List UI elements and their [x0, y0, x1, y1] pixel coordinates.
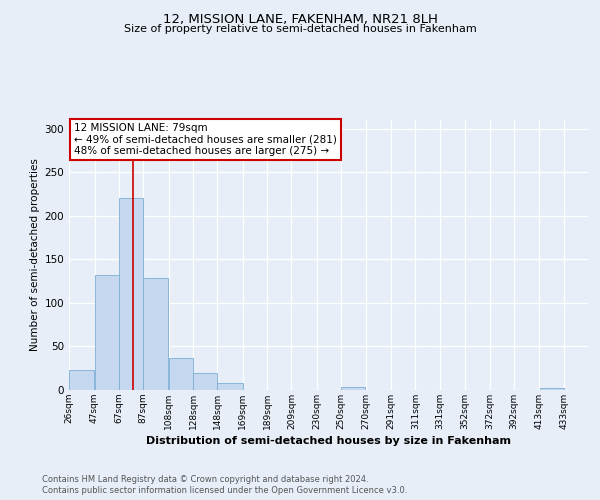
Bar [193, 372, 217, 390]
Bar [95, 275, 119, 390]
Y-axis label: Number of semi-detached properties: Number of semi-detached properties [30, 158, 40, 352]
Text: 12 MISSION LANE: 79sqm
← 49% of semi-detached houses are smaller (281)
48% of se: 12 MISSION LANE: 79sqm ← 49% of semi-det… [74, 122, 337, 156]
Bar [539, 388, 563, 390]
Text: 12, MISSION LANE, FAKENHAM, NR21 8LH: 12, MISSION LANE, FAKENHAM, NR21 8LH [163, 12, 437, 26]
Text: Contains public sector information licensed under the Open Government Licence v3: Contains public sector information licen… [42, 486, 407, 495]
Text: Contains HM Land Registry data © Crown copyright and database right 2024.: Contains HM Land Registry data © Crown c… [42, 475, 368, 484]
Bar [119, 198, 143, 390]
Bar [341, 386, 365, 390]
Bar [169, 358, 193, 390]
X-axis label: Distribution of semi-detached houses by size in Fakenham: Distribution of semi-detached houses by … [146, 436, 511, 446]
Bar [143, 278, 169, 390]
Bar [217, 383, 242, 390]
Bar [69, 370, 94, 390]
Text: Size of property relative to semi-detached houses in Fakenham: Size of property relative to semi-detach… [124, 24, 476, 34]
